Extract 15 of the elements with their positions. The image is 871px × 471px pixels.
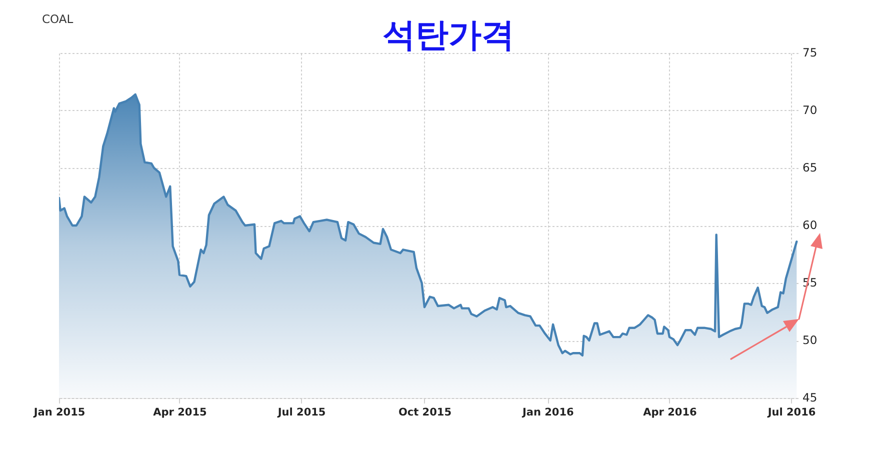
y-tick-label: 45 — [802, 390, 818, 404]
x-tick-label: Jul 2015 — [276, 406, 326, 418]
y-tick-label: 65 — [802, 160, 818, 174]
x-tick-label: Apr 2015 — [153, 406, 207, 418]
chart-subtitle: COAL — [42, 12, 74, 26]
y-tick-label: 70 — [802, 103, 818, 117]
x-tick-label: Jul 2016 — [766, 406, 816, 418]
x-tick-label: Jan 2015 — [32, 406, 86, 418]
y-tick-label: 50 — [802, 333, 818, 347]
x-tick-label: Jan 2016 — [521, 406, 574, 418]
y-tick-label: 60 — [802, 218, 818, 232]
chart-title: 석탄가격 — [382, 15, 514, 54]
x-tick-label: Oct 2015 — [398, 406, 452, 418]
x-tick-label: Apr 2016 — [643, 406, 697, 418]
y-tick-label: 75 — [802, 46, 818, 60]
